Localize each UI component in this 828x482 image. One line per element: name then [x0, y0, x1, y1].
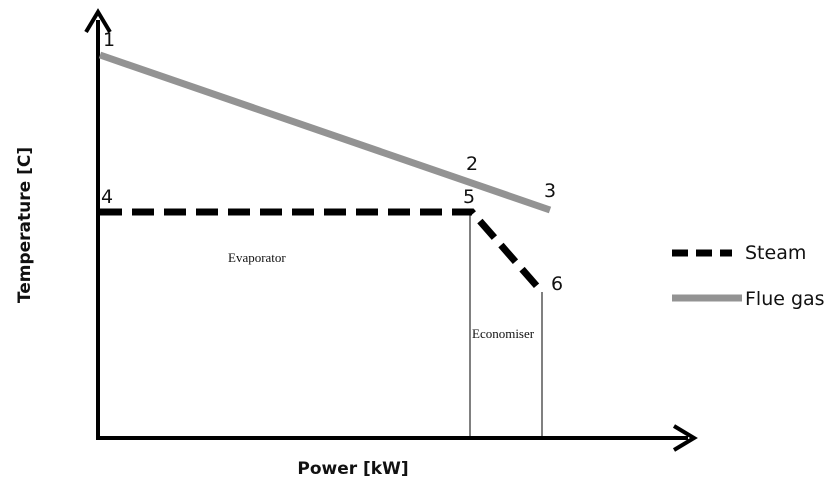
- flue-gas-line: [98, 51, 552, 214]
- x-axis-label: Power [kW]: [297, 459, 408, 479]
- y-axis-label: Temperature [C]: [15, 147, 35, 303]
- point-label: 4: [101, 186, 113, 208]
- legend-label: Flue gas: [745, 288, 825, 310]
- point-label: 5: [463, 186, 475, 208]
- y-axis-arrow: [84, 8, 112, 34]
- region-label: Evaporator: [228, 250, 286, 265]
- point-label: 1: [103, 29, 115, 51]
- region-label: Economiser: [472, 326, 535, 341]
- point-label: 6: [551, 273, 563, 295]
- x-axis-arrow: [672, 424, 698, 452]
- legend-label: Steam: [745, 242, 806, 264]
- point-label: 2: [466, 153, 478, 175]
- point-label: 3: [544, 180, 556, 202]
- steam-line: [100, 208, 545, 295]
